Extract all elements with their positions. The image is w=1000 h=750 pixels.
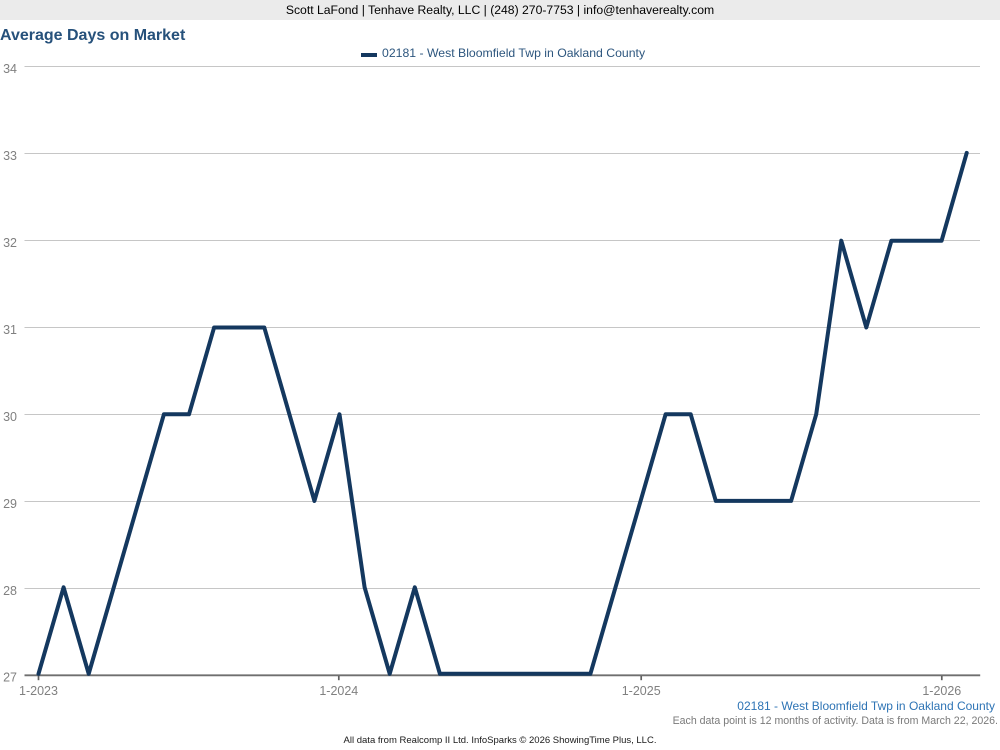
svg-text:33: 33 [3,149,17,163]
svg-text:28: 28 [3,584,17,598]
svg-text:29: 29 [3,497,17,511]
svg-text:34: 34 [3,62,17,76]
svg-text:32: 32 [3,236,17,250]
svg-text:1-2023: 1-2023 [19,684,58,698]
svg-text:27: 27 [3,670,17,684]
svg-text:30: 30 [3,410,17,424]
svg-text:1-2025: 1-2025 [622,684,661,698]
svg-text:1-2024: 1-2024 [319,684,358,698]
svg-text:1-2026: 1-2026 [922,684,961,698]
svg-text:31: 31 [3,323,17,337]
